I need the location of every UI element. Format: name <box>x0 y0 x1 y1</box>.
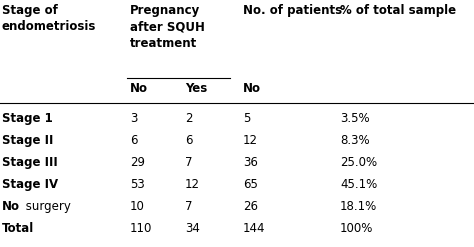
Text: 144: 144 <box>243 222 265 235</box>
Text: 12: 12 <box>243 134 258 147</box>
Text: Stage 1: Stage 1 <box>2 112 53 125</box>
Text: 7: 7 <box>185 156 192 169</box>
Text: 45.1%: 45.1% <box>340 178 377 191</box>
Text: 10: 10 <box>130 200 145 213</box>
Text: 3: 3 <box>130 112 137 125</box>
Text: 8.3%: 8.3% <box>340 134 370 147</box>
Text: No: No <box>2 200 20 213</box>
Text: % of total sample: % of total sample <box>340 4 456 17</box>
Text: 36: 36 <box>243 156 258 169</box>
Text: No: No <box>243 82 261 95</box>
Text: Pregnancy
after SQUH
treatment: Pregnancy after SQUH treatment <box>130 4 205 50</box>
Text: 110: 110 <box>130 222 152 235</box>
Text: Stage II: Stage II <box>2 134 54 147</box>
Text: No. of patients: No. of patients <box>243 4 342 17</box>
Text: 18.1%: 18.1% <box>340 200 377 213</box>
Text: 7: 7 <box>185 200 192 213</box>
Text: Yes: Yes <box>185 82 207 95</box>
Text: 2: 2 <box>185 112 192 125</box>
Text: 34: 34 <box>185 222 200 235</box>
Text: 12: 12 <box>185 178 200 191</box>
Text: surgery: surgery <box>22 200 71 213</box>
Text: 25.0%: 25.0% <box>340 156 377 169</box>
Text: 26: 26 <box>243 200 258 213</box>
Text: 6: 6 <box>185 134 192 147</box>
Text: 5: 5 <box>243 112 250 125</box>
Text: Stage III: Stage III <box>2 156 58 169</box>
Text: 53: 53 <box>130 178 145 191</box>
Text: No: No <box>130 82 148 95</box>
Text: 3.5%: 3.5% <box>340 112 370 125</box>
Text: 29: 29 <box>130 156 145 169</box>
Text: Stage of
endometriosis: Stage of endometriosis <box>2 4 96 34</box>
Text: Total: Total <box>2 222 34 235</box>
Text: 65: 65 <box>243 178 258 191</box>
Text: 6: 6 <box>130 134 137 147</box>
Text: Stage IV: Stage IV <box>2 178 58 191</box>
Text: 100%: 100% <box>340 222 374 235</box>
